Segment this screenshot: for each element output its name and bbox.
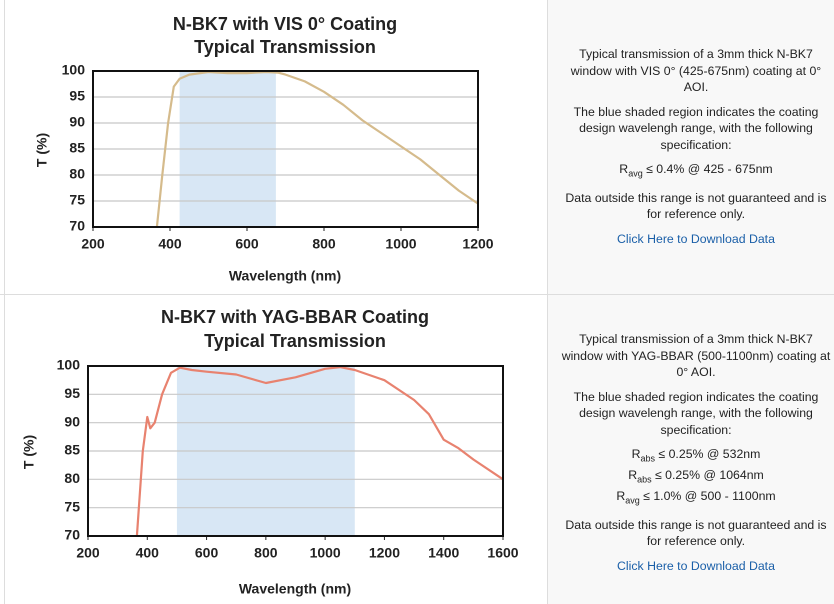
x-axis-label: Wavelength (nm) xyxy=(239,581,351,597)
y-tick-label: 95 xyxy=(64,385,80,401)
spec-symbol: R xyxy=(619,162,629,176)
transmission-line xyxy=(135,366,504,537)
product-row: N-BK7 with VIS 0° Coating Typical Transmi… xyxy=(0,0,834,295)
x-tick-label: 400 xyxy=(136,545,160,561)
description-text: Typical transmission of a 3mm thick N-BK… xyxy=(561,332,831,379)
chart-title: N-BK7 with YAG-BBAR Coating xyxy=(161,307,429,327)
y-tick-label: 85 xyxy=(64,442,80,458)
x-axis-label: Wavelength (nm) xyxy=(229,268,341,284)
spec-symbol: R xyxy=(631,447,641,461)
chart-subtitle: Typical Transmission xyxy=(194,37,376,57)
description-panel: Typical transmission of a 3mm thick N-BK… xyxy=(560,46,832,247)
spec-line: Ravg ≤ 0.4% @ 425 - 675nm xyxy=(560,161,832,182)
y-tick-label: 80 xyxy=(64,470,80,486)
download-link[interactable]: Click Here to Download Data xyxy=(617,231,775,246)
plot-frame xyxy=(87,365,504,537)
y-tick-label: 70 xyxy=(69,218,85,234)
x-tick-label: 600 xyxy=(195,545,219,561)
spec-value: ≤ 1.0% @ 500 - 1100nm xyxy=(639,488,776,503)
x-tick-label: 800 xyxy=(254,545,278,561)
x-tick-label: 200 xyxy=(76,545,100,561)
spec-line: Rabs ≤ 0.25% @ 1064nm xyxy=(560,467,832,488)
y-tick-label: 80 xyxy=(69,166,85,182)
spec-value: ≤ 0.25% @ 532nm xyxy=(655,447,761,461)
x-tick-label: 1000 xyxy=(310,545,341,561)
disclaimer: Data outside this range is not guarantee… xyxy=(565,517,827,549)
spec-line: Rabs ≤ 0.25% @ 532nm xyxy=(560,446,832,467)
spec-value: ≤ 0.25% @ 1064nm xyxy=(651,467,764,482)
disclaimer: Data outside this range is not guarantee… xyxy=(565,190,827,222)
product-row: N-BK7 with YAG-BBAR Coating Typical Trans… xyxy=(0,295,834,604)
y-tick-label: 75 xyxy=(64,498,80,514)
y-tick-label: 90 xyxy=(64,413,80,429)
spec-symbol: R xyxy=(628,467,638,482)
spec-subscript: abs xyxy=(637,474,652,485)
spec-subscript: avg xyxy=(628,168,643,179)
transmission-line xyxy=(155,70,479,228)
spec-line: Ravg ≤ 1.0% @ 500 - 1100nm xyxy=(560,488,832,509)
chart-subtitle: Typical Transmission xyxy=(204,331,386,351)
x-tick-label: 800 xyxy=(312,236,336,252)
y-axis-label: T (%) xyxy=(21,435,37,469)
plot-frame xyxy=(92,70,479,228)
description-panel: Typical transmission of a 3mm thick N-BK… xyxy=(560,331,832,574)
y-tick-label: 90 xyxy=(69,114,85,130)
download-link[interactable]: Click Here to Download Data xyxy=(617,558,775,573)
x-tick-label: 1600 xyxy=(487,545,518,561)
x-tick-label: 1400 xyxy=(428,545,459,561)
x-tick-label: 600 xyxy=(235,236,259,252)
description-text: Typical transmission of a 3mm thick N-BK… xyxy=(570,47,822,94)
spec-subscript: abs xyxy=(640,453,656,464)
chart: N-BK7 with YAG-BBAR Coating Typical Trans… xyxy=(21,307,519,597)
x-tick-label: 200 xyxy=(81,236,105,252)
y-tick-label: 85 xyxy=(69,140,85,156)
description-text: The blue shaded region indicates the coa… xyxy=(573,104,819,152)
y-tick-label: 95 xyxy=(69,88,85,104)
x-tick-label: 1000 xyxy=(385,236,416,252)
y-tick-label: 75 xyxy=(69,192,85,208)
spec-symbol: R xyxy=(616,488,626,503)
y-tick-label: 100 xyxy=(62,62,86,78)
x-tick-label: 1200 xyxy=(462,236,493,252)
y-tick-label: 100 xyxy=(57,357,81,373)
spec-value: ≤ 0.4% @ 425 - 675nm xyxy=(642,162,773,176)
x-tick-label: 1200 xyxy=(369,545,400,561)
x-tick-label: 400 xyxy=(158,236,182,252)
chart-title: N-BK7 with VIS 0° Coating xyxy=(173,14,397,34)
chart: N-BK7 with VIS 0° Coating Typical Transmi… xyxy=(34,14,494,284)
description-text: The blue shaded region indicates the coa… xyxy=(573,389,819,437)
specifications: Rabs ≤ 0.25% @ 532nm Rabs ≤ 0.25% @ 1064n… xyxy=(560,446,832,509)
spec-subscript: avg xyxy=(625,495,640,506)
specifications: Ravg ≤ 0.4% @ 425 - 675nm xyxy=(560,161,832,182)
y-tick-label: 70 xyxy=(64,527,80,543)
y-axis-label: T (%) xyxy=(34,133,50,167)
